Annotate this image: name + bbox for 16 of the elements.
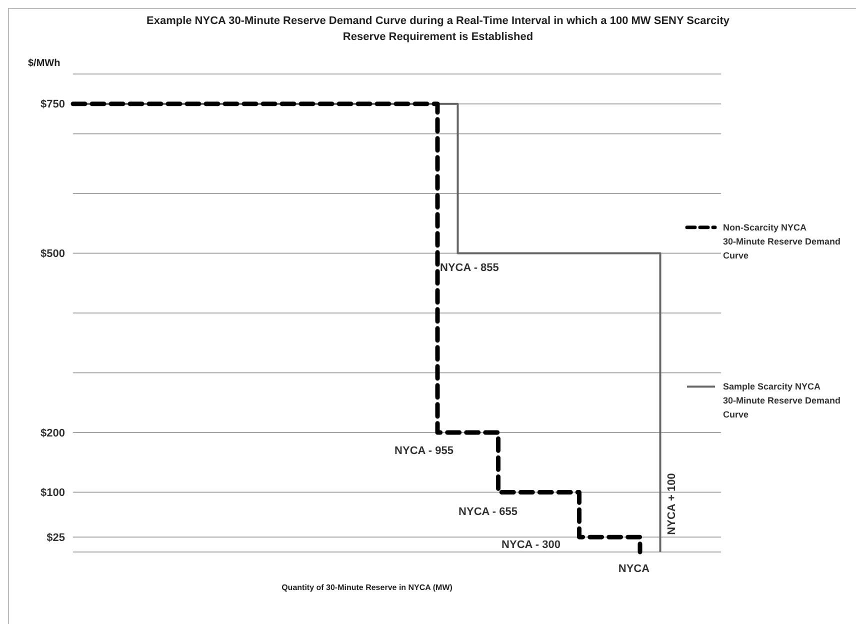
chart-title: Example NYCA 30-Minute Reserve Demand Curve during a Real-Time Interval in which a 100 MW SENY Scarcity Reserve Requirement is Established bbox=[146, 15, 730, 43]
annotation: NYCA + 100 bbox=[666, 473, 678, 535]
annotation: NYCA - 855 bbox=[440, 262, 499, 274]
annotation: NYCA - 955 bbox=[394, 445, 454, 457]
text: NYCA bbox=[618, 563, 650, 575]
y-tick-label: $25 bbox=[46, 532, 65, 544]
y-tick-label: $750 bbox=[40, 98, 65, 111]
y-axis-title: $/MWh bbox=[28, 58, 60, 69]
annotation: NYCA - 300 bbox=[502, 539, 560, 551]
x-axis-title: Quantity of 30-Minute Reserve in NYCA (MW) bbox=[282, 583, 453, 592]
y-tick-label: $200 bbox=[40, 427, 65, 440]
legend-label: Non-Scarcity NYCA 30-Minute Reserve Demand Curve bbox=[723, 222, 841, 260]
legend-label: Sample Scarcity NYCA 30-Minute Reserve Demand Curve bbox=[723, 382, 841, 420]
y-tick-label: $500 bbox=[40, 248, 65, 260]
y-tick-label: $100 bbox=[40, 487, 65, 500]
annotation: NYCA - 655 bbox=[458, 506, 518, 518]
